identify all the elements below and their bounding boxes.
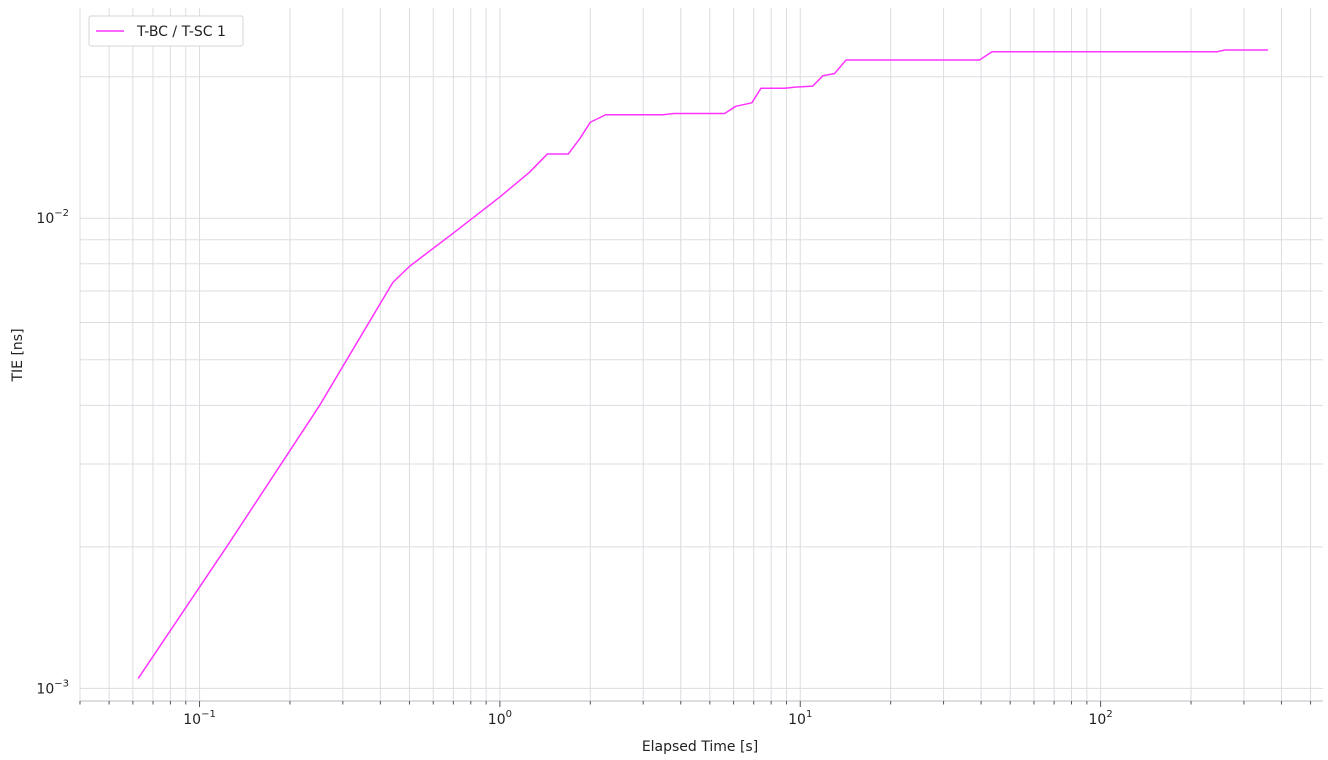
y-axis-label: TIE [ns] (10, 328, 26, 382)
x-tick-label: 10−1 (183, 709, 216, 728)
y-tick-label: 10−3 (36, 678, 69, 697)
y-tick-label: 10−2 (36, 208, 69, 227)
legend-box (88, 15, 244, 47)
series-line-0 (137, 49, 1269, 679)
axis-ticks: 10−1 100 101 102 10−3 10−2 (36, 208, 1312, 728)
grid-lines (79, 8, 1323, 701)
series-lines (137, 49, 1269, 679)
x-axis-label: Elapsed Time [s] (642, 739, 758, 755)
legend: T-BC / T-SC 1 (88, 15, 244, 47)
legend-label-t-bc-t-sc-1: T-BC / T-SC 1 (136, 24, 226, 40)
x-tick-label: 100 (488, 709, 512, 728)
x-tick-label: 101 (788, 709, 812, 728)
x-tick-label: 102 (1089, 709, 1113, 728)
